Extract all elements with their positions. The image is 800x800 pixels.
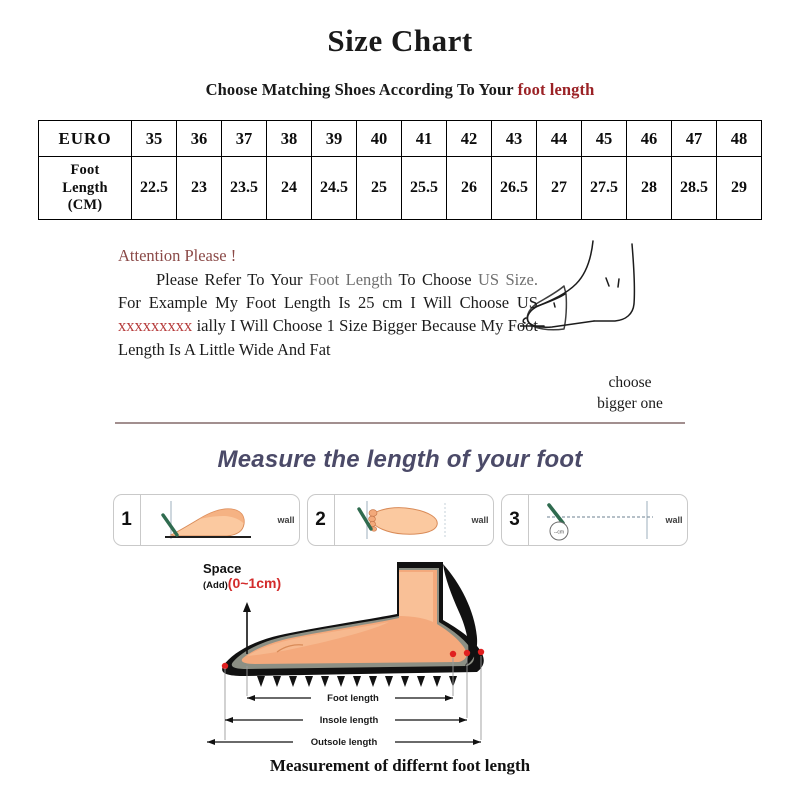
attention-body: Please Refer To Your Foot Length To Choo… [118, 268, 538, 362]
foot-line-drawing-icon [520, 240, 636, 331]
foot-label-line2: Length [62, 179, 108, 196]
euro-cell: 43 [491, 120, 537, 158]
step-number-1: 1 [114, 495, 141, 546]
measure-label-insole-length: Insole length [320, 715, 379, 726]
measure-label-foot-length: Foot length [327, 693, 379, 704]
attention-line5: And Fat [276, 339, 331, 359]
space-label-value: (0~1cm) [227, 575, 282, 592]
attention-line3a: Will Choose US [423, 292, 538, 312]
foot-length-cell: 25.5 [401, 156, 447, 221]
euro-cell: 42 [446, 120, 492, 158]
shoe-cutaway-illustration: Foot length Insole length Outsole length [207, 562, 485, 751]
foot-length-cell: 26 [446, 156, 492, 221]
euro-cell: 36 [176, 120, 222, 158]
euro-cell: 45 [581, 120, 627, 158]
step-panel-3: 3 --cm wall [500, 494, 688, 547]
step-3-illustration: --cm wall [529, 495, 687, 545]
attention-line2b: For Example My Foot Length Is 25 cm I [118, 292, 424, 312]
measure-point-heel-outer [477, 648, 485, 656]
measure-point-toe [221, 662, 229, 670]
table-row-foot-length: Foot Length (CM) 22.5 23 23.5 24 24.5 25… [38, 156, 762, 221]
euro-cell: 38 [266, 120, 312, 158]
step-panel-2: 2 wall [306, 494, 494, 547]
attention-redacted-text: xxxxxxxxx [118, 316, 193, 336]
table-row-euro: EURO 35 36 37 38 39 40 41 42 43 44 45 46… [38, 120, 762, 158]
space-label-sub: (Add) [203, 580, 228, 592]
step-2-illustration: wall [335, 495, 493, 545]
measure-section-heading: Measure the length of your foot [217, 446, 583, 474]
page-subtitle: Choose Matching Shoes According To Your … [0, 80, 800, 100]
euro-cell: 48 [716, 120, 762, 158]
size-table-wrap: EURO 35 36 37 38 39 40 41 42 43 44 45 46… [38, 120, 762, 221]
attention-line4: Bigger Because My Foot Length Is A Littl… [118, 316, 538, 359]
size-table: EURO 35 36 37 38 39 40 41 42 43 44 45 46… [38, 120, 762, 221]
foot-length-cell: 22.5 [131, 156, 177, 221]
attention-text: Attention Please ! Please Refer To Your … [118, 244, 538, 361]
foot-length-cell: 23 [176, 156, 222, 221]
euro-cell: 47 [671, 120, 717, 158]
foot-measurement-diagram: Space (Add)(0~1cm) [185, 554, 615, 754]
subtitle-lead: Choose Matching Shoes According To Your [205, 80, 518, 100]
step-number-3: 3 [502, 495, 529, 546]
callout-line2: bigger one [597, 395, 663, 413]
page-title: Size Chart [327, 23, 473, 58]
section-divider [115, 422, 685, 425]
foot-length-cell: 26.5 [491, 156, 537, 221]
euro-cell: 39 [311, 120, 357, 158]
attention-heading: Attention Please ! [118, 246, 237, 266]
step-number-2: 2 [308, 495, 335, 546]
foot-side-view-icon [160, 501, 251, 540]
attention-line1c: To Choose [392, 269, 478, 289]
wall-label-2: wall [471, 515, 489, 526]
measure-steps: 1 wall 2 [0, 494, 800, 547]
row-label-foot-length: Foot Length (CM) [38, 156, 132, 221]
foot-length-cell: 28 [626, 156, 672, 221]
foot-length-cell: 24.5 [311, 156, 357, 221]
foot-label-line1: Foot [70, 162, 100, 179]
callout-line1: choose [608, 374, 652, 392]
foot-length-cell: 28.5 [671, 156, 717, 221]
euro-cell: 41 [401, 120, 447, 158]
foot-length-cell: 29 [716, 156, 762, 221]
foot-label-line3: (CM) [67, 196, 103, 213]
foot-length-cell: 27.5 [581, 156, 627, 221]
foot-length-cell: 24 [266, 156, 312, 221]
euro-cell: 44 [536, 120, 582, 158]
subtitle-accent: foot length [517, 80, 595, 100]
attention-block: Attention Please ! Please Refer To Your … [0, 238, 800, 418]
euro-cell: 40 [356, 120, 402, 158]
wall-label-3: wall [665, 515, 683, 526]
row-label-euro: EURO [38, 120, 132, 158]
attention-line1b: Foot Length [308, 269, 393, 289]
step-panel-1: 1 wall [112, 494, 300, 547]
step-1-illustration: wall [141, 495, 299, 545]
space-label-main: Space [203, 561, 242, 577]
measure-point-heel-inner [449, 650, 457, 658]
euro-cell: 35 [131, 120, 177, 158]
foot-length-cell: 27 [536, 156, 582, 221]
wall-label-1: wall [277, 515, 295, 526]
attention-line1a: Please Refer To Your [156, 269, 309, 289]
diagram-caption: Measurement of differnt foot length [269, 756, 531, 776]
svg-text:--cm: --cm [554, 530, 564, 536]
foot-length-cell: 25 [356, 156, 402, 221]
foot-length-cell: 23.5 [221, 156, 267, 221]
foot-top-view-icon [356, 501, 446, 540]
choose-bigger-callout: choose bigger one [555, 373, 705, 415]
attention-line3b: ially I Will Choose 1 Size [192, 316, 372, 336]
space-label: Space (Add)(0~1cm) [203, 561, 282, 592]
euro-cell: 46 [626, 120, 672, 158]
ruler-measure-icon: --cm [546, 501, 653, 541]
measure-label-outsole-length: Outsole length [311, 737, 378, 748]
euro-cell: 37 [221, 120, 267, 158]
attention-line2a: US Size. [477, 269, 538, 289]
